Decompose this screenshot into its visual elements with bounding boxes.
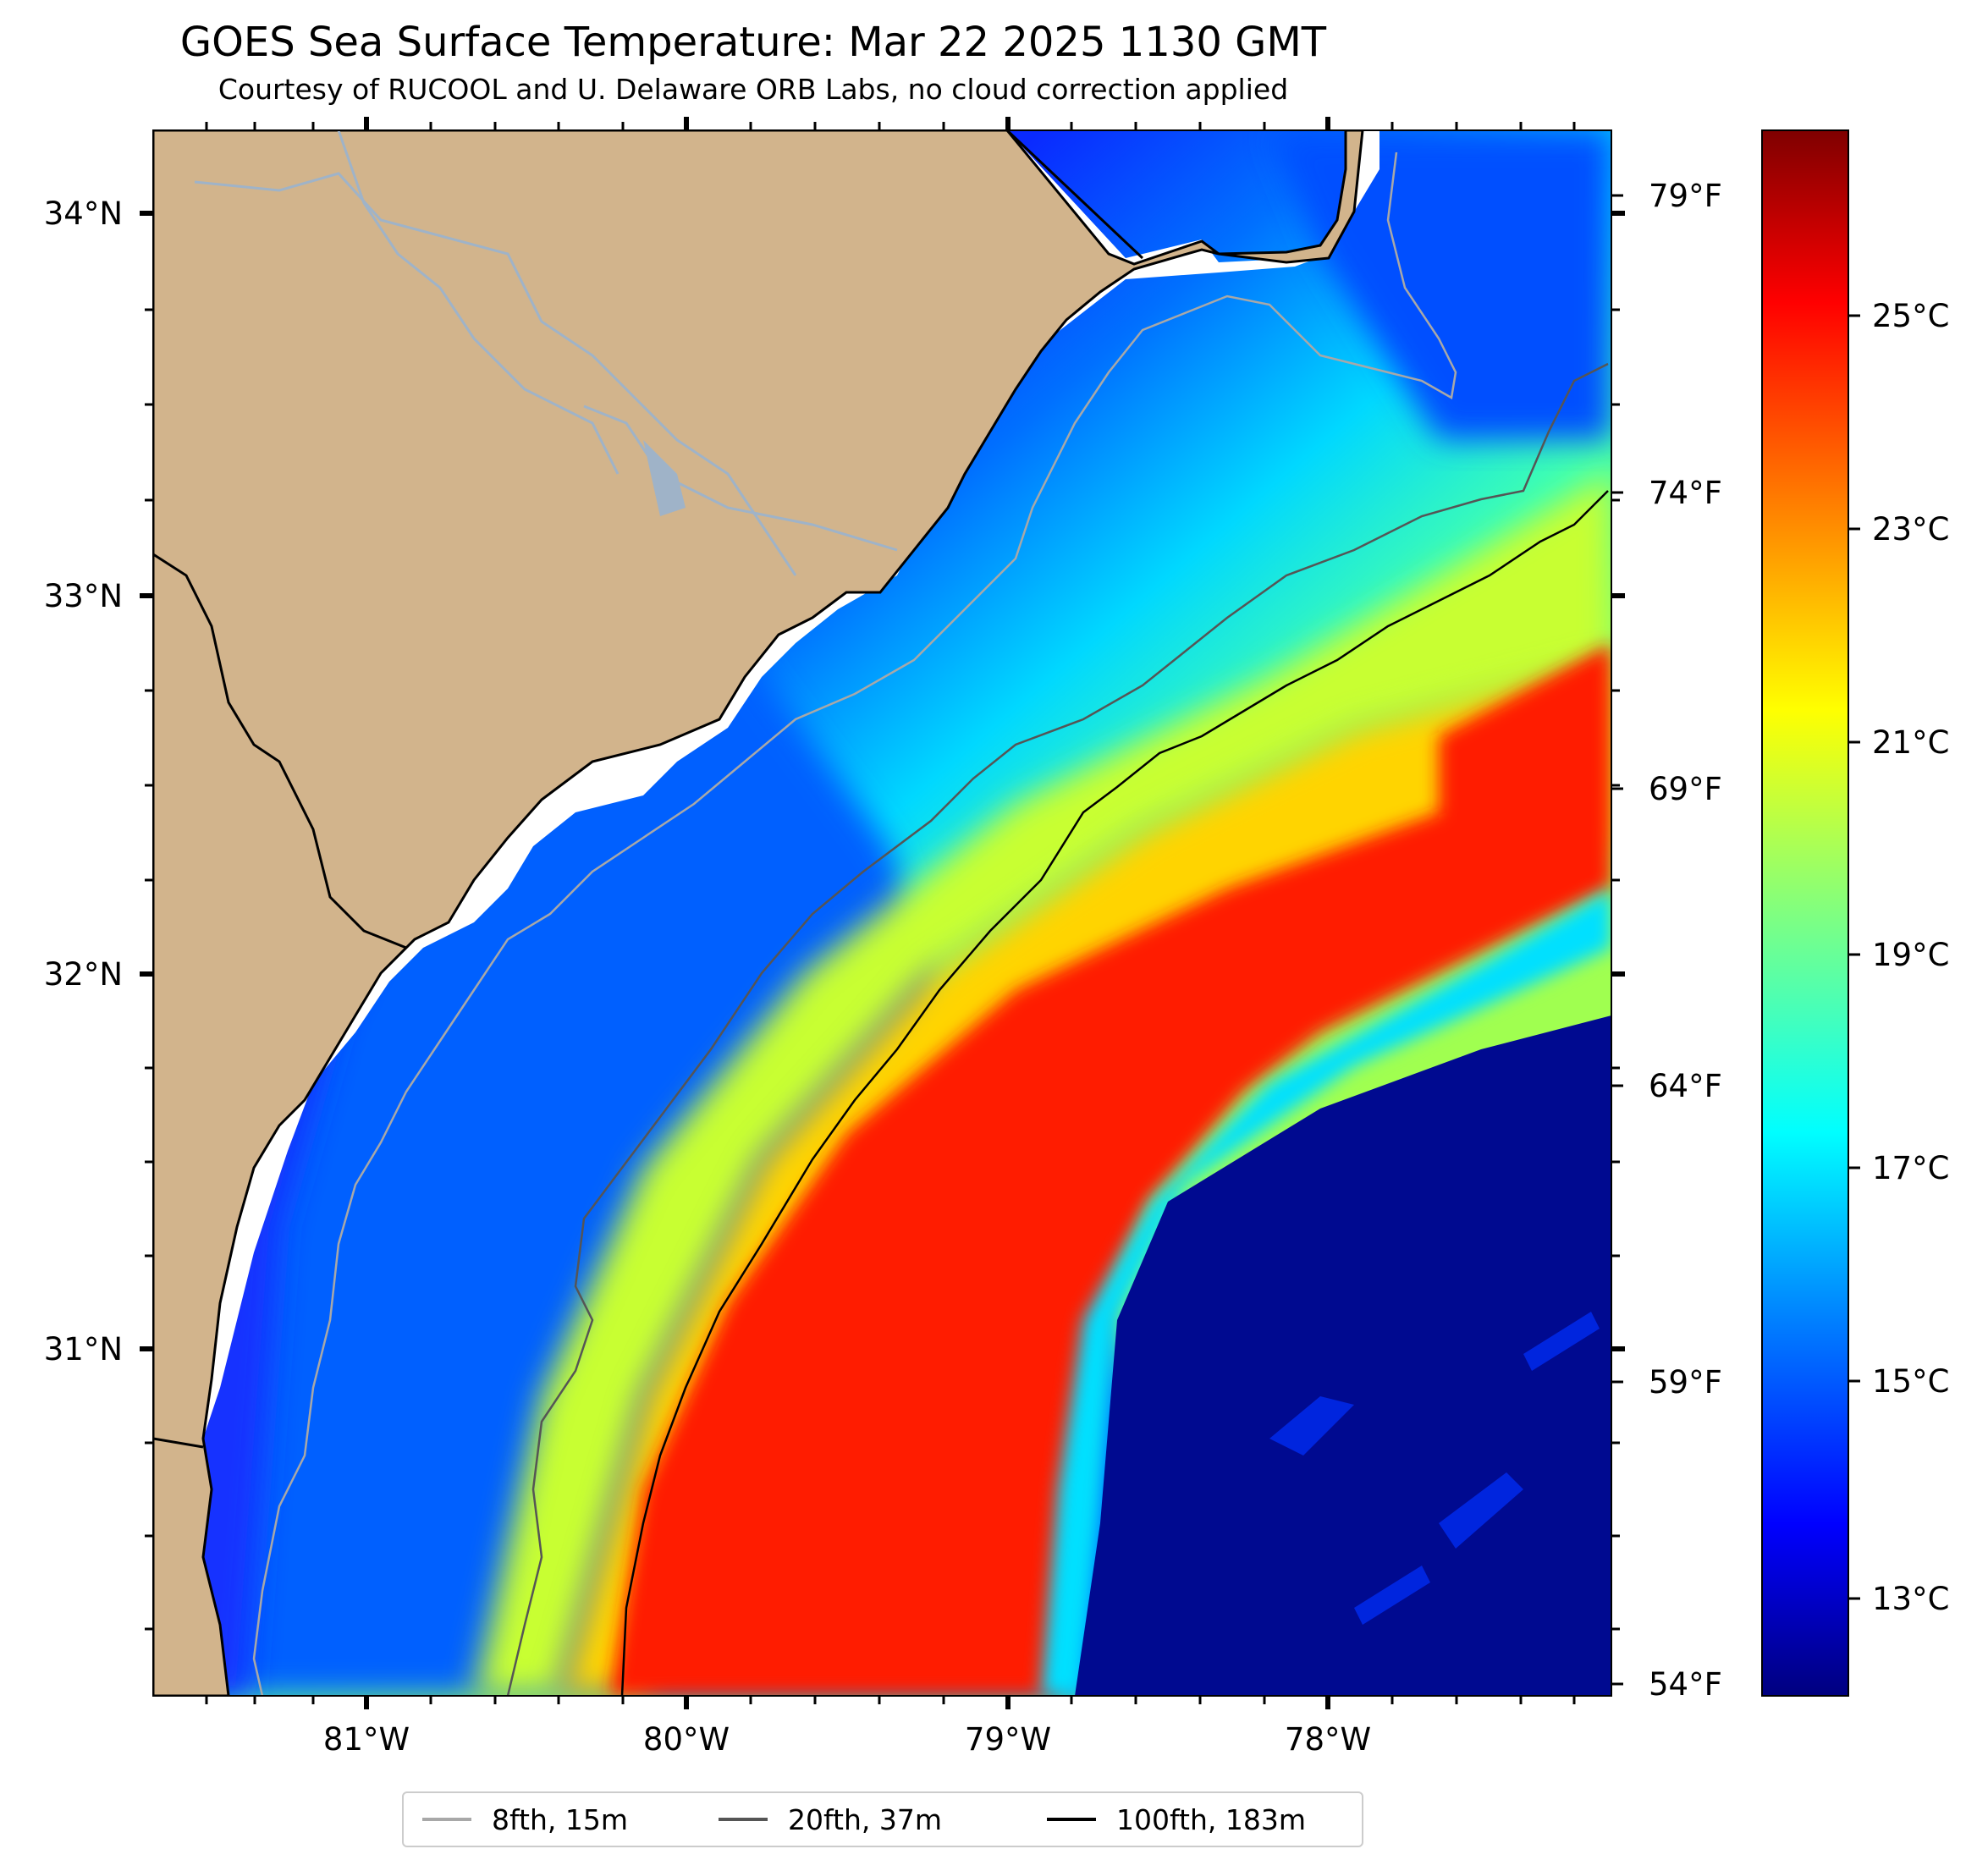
colorbar-ticks: [1848, 314, 1860, 1600]
map-subtitle: Courtesy of RUCOOL and U. Delaware ORB L…: [218, 73, 1289, 106]
lon-label: 80°W: [643, 1721, 730, 1758]
colorbar: [1761, 129, 1849, 1697]
legend-label: 100fth, 183m: [1116, 1802, 1306, 1836]
lat-label: 31°N: [44, 1331, 123, 1367]
legend-swatch: [1047, 1818, 1096, 1821]
isobath-legend: 8fth, 15m 20fth, 37m 100fth, 183m: [402, 1791, 1363, 1847]
fahrenheit-label: 59°F: [1649, 1364, 1722, 1400]
lon-label: 79°W: [965, 1721, 1051, 1758]
major-ticks: [140, 117, 1625, 1351]
legend-swatch: [422, 1818, 471, 1821]
colorbar-label: 23°C: [1872, 511, 1949, 548]
fahrenheit-label: 69°F: [1649, 771, 1722, 807]
gulf-stream-warm-core: [609, 643, 1611, 1696]
map-title: GOES Sea Surface Temperature: Mar 22 202…: [179, 19, 1327, 66]
isobath-20fth-37m: [506, 362, 1609, 1696]
legend-label: 8fth, 15m: [492, 1802, 629, 1836]
legend-swatch: [719, 1818, 768, 1821]
fahrenheit-label: 74°F: [1649, 475, 1722, 511]
river-lines: [194, 172, 797, 576]
state-border-nc-sc: [1005, 130, 1144, 260]
lon-label: 81°W: [323, 1721, 410, 1758]
map-frame: [152, 129, 1612, 1697]
state-border-ga-fl: [153, 1437, 204, 1449]
land-mass: [153, 130, 1364, 1696]
river-line-2: [583, 404, 898, 552]
state-border-sc-ga: [153, 553, 407, 949]
colorbar-label: 17°C: [1872, 1150, 1949, 1186]
river-line-3: [337, 130, 620, 475]
bottom-major-ticks: [364, 1696, 1330, 1709]
longitude-labels: 81°W 80°W 79°W 78°W: [323, 1721, 1371, 1758]
fahrenheit-label: 64°F: [1649, 1068, 1722, 1104]
legend-item-20fth: 20fth, 37m: [719, 1793, 942, 1846]
colorbar-label: 19°C: [1872, 937, 1949, 973]
latitude-labels: 34°N 33°N 32°N 31°N: [44, 195, 123, 1367]
lake-marion: [643, 440, 686, 516]
colorbar-label: 15°C: [1872, 1363, 1949, 1400]
map-area: [153, 130, 1611, 1696]
warm-transition-band: [474, 474, 1611, 1696]
fahrenheit-label: 79°F: [1649, 178, 1722, 214]
colorbar-label: 25°C: [1872, 298, 1949, 334]
offshore-cold-streaks: [1269, 1312, 1600, 1625]
colorbar-label: 21°C: [1872, 724, 1949, 761]
isobath-100fth-183m: [620, 490, 1609, 1696]
isobath-8fth-15m: [252, 151, 1457, 1696]
legend-item-8fth: 8fth, 15m: [422, 1793, 628, 1846]
minor-ticks: [145, 122, 1620, 1704]
frontal-edge-cyan: [1041, 889, 1611, 1696]
legend-label: 20fth, 37m: [788, 1802, 942, 1836]
lat-label: 32°N: [44, 956, 123, 993]
colorbar-labels: 25°C 23°C 21°C 19°C 17°C 15°C 13°C: [1872, 298, 1949, 1617]
fahrenheit-scale: 79°F 74°F 69°F 64°F 59°F 54°F: [1611, 178, 1722, 1703]
lat-label: 34°N: [44, 195, 123, 232]
fahrenheit-label: 54°F: [1649, 1666, 1722, 1703]
legend-item-100fth: 100fth, 183m: [1047, 1793, 1306, 1846]
lon-label: 78°W: [1285, 1721, 1371, 1758]
lat-label: 33°N: [44, 578, 123, 614]
colorbar-label: 13°C: [1872, 1581, 1949, 1617]
